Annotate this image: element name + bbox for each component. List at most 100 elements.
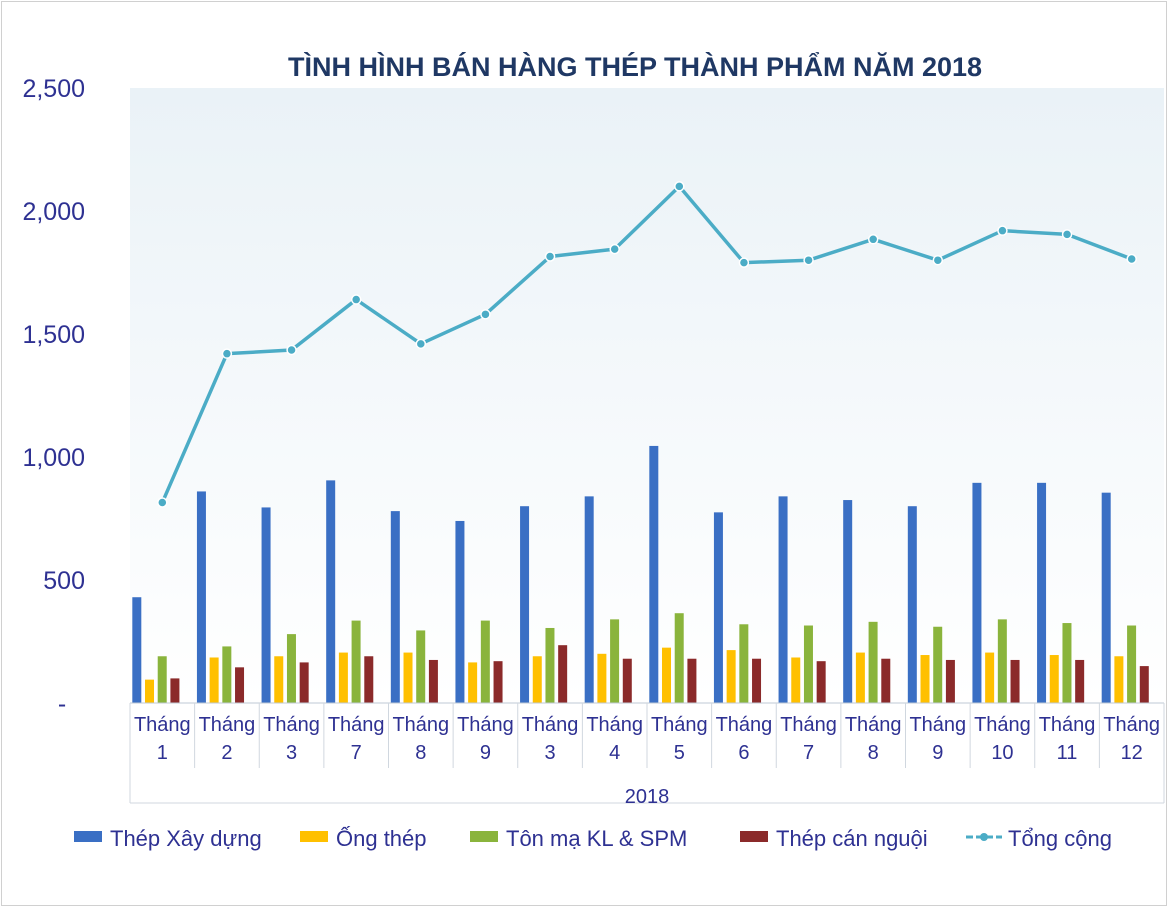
total-line-marker bbox=[997, 225, 1008, 236]
legend: Thép Xây dựng Ống thép Tôn mạ KL & SPM Thép… bbox=[74, 825, 1112, 851]
x-tick-label: 11 bbox=[1057, 742, 1078, 764]
x-tick-label: Tháng bbox=[716, 714, 773, 736]
total-line-marker bbox=[415, 338, 427, 350]
y-tick-label: 500 bbox=[43, 567, 85, 595]
bar--ng-th-p bbox=[403, 652, 413, 703]
bar-t-n-m-kl-spm bbox=[1062, 623, 1072, 703]
bar-th-p-c-n-ngu-i bbox=[428, 659, 438, 703]
total-line-marker bbox=[932, 254, 944, 266]
total-line-marker bbox=[867, 234, 879, 245]
bar-th-p-x-y-d-ng bbox=[390, 511, 400, 703]
bar-t-n-m-kl-spm bbox=[416, 630, 426, 703]
bar-t-n-m-kl-spm bbox=[803, 625, 813, 703]
x-tick-label: 3 bbox=[286, 742, 297, 764]
bar-th-p-c-n-ngu-i bbox=[1075, 659, 1085, 703]
bar--ng-th-p bbox=[855, 652, 865, 703]
bar-t-n-m-kl-spm bbox=[286, 634, 296, 703]
bar-t-n-m-kl-spm bbox=[739, 624, 749, 703]
bar-th-p-c-n-ngu-i bbox=[235, 667, 245, 703]
legend-label: Thép cán nguội bbox=[776, 826, 928, 851]
x-tick-label: 1 bbox=[157, 742, 168, 764]
total-line-marker bbox=[1061, 229, 1073, 240]
bar-th-p-x-y-d-ng bbox=[843, 500, 853, 703]
x-group-label: 2018 bbox=[625, 786, 670, 808]
legend-swatch bbox=[740, 831, 768, 842]
bar-t-n-m-kl-spm bbox=[933, 626, 943, 703]
x-tick-label: 8 bbox=[415, 742, 426, 764]
bar-th-p-c-n-ngu-i bbox=[1010, 659, 1020, 703]
bar-th-p-x-y-d-ng bbox=[713, 512, 723, 703]
bar-t-n-m-kl-spm bbox=[674, 613, 684, 703]
bar-t-n-m-kl-spm bbox=[222, 646, 232, 703]
bar-series bbox=[132, 445, 1149, 703]
bar-th-p-x-y-d-ng bbox=[649, 445, 659, 703]
total-line-marker bbox=[674, 181, 685, 192]
bar-t-n-m-kl-spm bbox=[545, 627, 555, 703]
x-tick-label: 2 bbox=[221, 742, 232, 764]
x-tick-label: 9 bbox=[932, 742, 943, 764]
total-line-marker bbox=[157, 497, 168, 508]
y-axis: - 500 1,000 1,500 2,000 2,500 bbox=[22, 75, 85, 718]
bar-th-p-x-y-d-ng bbox=[972, 482, 982, 703]
x-tick-label: 9 bbox=[480, 742, 491, 764]
bar-th-p-c-n-ngu-i bbox=[364, 656, 374, 703]
x-tick-label: 10 bbox=[991, 742, 1013, 764]
bar--ng-th-p bbox=[1114, 656, 1124, 703]
legend-swatch bbox=[470, 831, 498, 842]
bar-th-p-x-y-d-ng bbox=[778, 496, 788, 703]
bar-t-n-m-kl-spm bbox=[610, 619, 620, 703]
total-line-marker bbox=[1126, 253, 1137, 265]
bar-t-n-m-kl-spm bbox=[157, 656, 167, 703]
x-tick-label: 12 bbox=[1121, 742, 1143, 764]
total-line-marker bbox=[803, 254, 814, 266]
x-tick-label: Tháng bbox=[1103, 714, 1160, 736]
total-line bbox=[160, 184, 1133, 504]
x-tick-label: Tháng bbox=[263, 714, 320, 736]
bar-th-p-c-n-ngu-i bbox=[493, 661, 503, 703]
total-line-marker bbox=[544, 251, 556, 262]
bar-th-p-c-n-ngu-i bbox=[299, 662, 309, 703]
bar-th-p-x-y-d-ng bbox=[520, 506, 530, 703]
bar-th-p-x-y-d-ng bbox=[132, 597, 142, 703]
bar-th-p-c-n-ngu-i bbox=[816, 661, 826, 703]
bar-th-p-c-n-ngu-i bbox=[945, 659, 955, 703]
bar-th-p-c-n-ngu-i bbox=[881, 658, 891, 703]
total-line-marker bbox=[609, 243, 620, 255]
y-tick-label: 1,000 bbox=[22, 444, 85, 472]
total-line-marker bbox=[480, 309, 491, 320]
x-tick-label: Tháng bbox=[780, 714, 837, 736]
bar-th-p-x-y-d-ng bbox=[455, 520, 465, 703]
bar--ng-th-p bbox=[532, 656, 542, 703]
bar--ng-th-p bbox=[468, 662, 478, 703]
bar-th-p-c-n-ngu-i bbox=[1139, 666, 1149, 703]
bar--ng-th-p bbox=[985, 652, 995, 703]
legend-marker bbox=[980, 833, 988, 841]
bar-th-p-x-y-d-ng bbox=[1037, 482, 1047, 703]
y-tick-label: 2,500 bbox=[22, 75, 85, 103]
x-tick-label: 8 bbox=[868, 742, 879, 764]
bar-th-p-c-n-ngu-i bbox=[558, 645, 568, 703]
bar--ng-th-p bbox=[145, 679, 155, 703]
bar-th-p-x-y-d-ng bbox=[326, 480, 336, 703]
x-tick-label: 4 bbox=[609, 742, 620, 764]
x-tick-label: Tháng bbox=[586, 714, 643, 736]
x-tick-label: Tháng bbox=[845, 714, 902, 736]
bar-th-p-x-y-d-ng bbox=[261, 507, 271, 703]
bar-t-n-m-kl-spm bbox=[480, 620, 490, 703]
chart-title: TÌNH HÌNH BÁN HÀNG THÉP THÀNH PHẨM NĂM 2… bbox=[288, 51, 982, 82]
line-series bbox=[157, 181, 1137, 508]
x-tick-label: Tháng bbox=[199, 714, 256, 736]
y-tick-label: - bbox=[58, 690, 66, 718]
bar-th-p-x-y-d-ng bbox=[1101, 492, 1111, 703]
y-tick-label: 2,000 bbox=[22, 198, 85, 226]
bar-t-n-m-kl-spm bbox=[997, 619, 1007, 703]
bar-t-n-m-kl-spm bbox=[351, 620, 361, 703]
x-tick-label: Tháng bbox=[909, 714, 966, 736]
bar--ng-th-p bbox=[791, 657, 801, 703]
bar-th-p-x-y-d-ng bbox=[196, 491, 206, 703]
bar-th-p-x-y-d-ng bbox=[584, 496, 594, 703]
bar-th-p-c-n-ngu-i bbox=[622, 658, 632, 703]
x-tick-label: Tháng bbox=[392, 714, 449, 736]
bar-t-n-m-kl-spm bbox=[1127, 625, 1137, 703]
